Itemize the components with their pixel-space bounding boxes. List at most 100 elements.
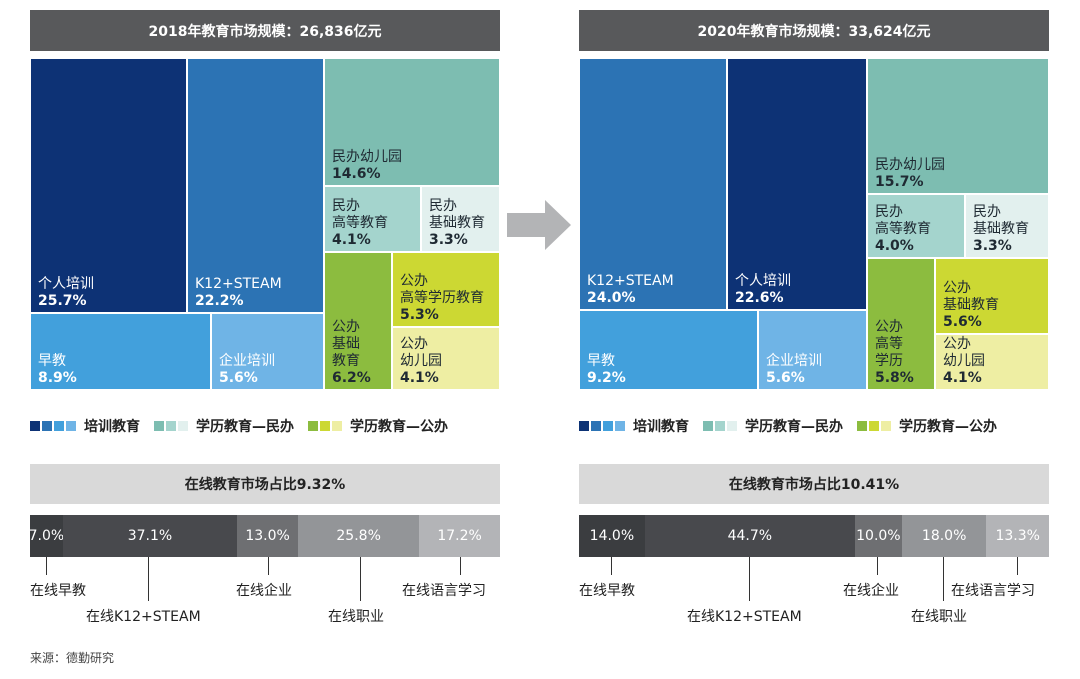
legend-swatch [66, 421, 76, 431]
callout-line [749, 557, 750, 601]
treemap-cell-public-kindergarten: 公办 幼儿园 4.1% [392, 327, 500, 390]
cell-label: 公办 幼儿园 [943, 336, 985, 369]
cell-value: 4.1% [943, 370, 982, 386]
online-segment-language: 17.2% [419, 515, 500, 557]
legend: 培训教育 学历教育—民办 学历教育—公办 [579, 416, 1049, 436]
online-segment-corporate: 10.0% [854, 515, 902, 557]
online-stacked-bar: 7.0% 37.1% 13.0% 25.8% 17.2% [30, 515, 500, 557]
callout-line [268, 557, 269, 575]
legend-swatch [178, 421, 188, 431]
treemap-cell-early-education: 早教 9.2% [579, 310, 758, 390]
callout-early-education: 在线早教 [579, 583, 635, 599]
cell-value: 5.6% [943, 314, 982, 330]
legend-swatch [857, 421, 867, 431]
cell-value: 24.0% [587, 290, 636, 306]
legend-swatch [615, 421, 625, 431]
online-segment-early-education: 7.0% [30, 515, 63, 557]
cell-value: 22.2% [195, 293, 244, 309]
treemap-cell-personal-training: 个人培训 25.7% [30, 58, 187, 313]
legend-swatch [332, 421, 342, 431]
treemap-cell-private-kindergarten: 民办幼儿园 14.6% [324, 58, 500, 186]
treemap-cell-public-higher-education: 公办 高等学历教育 5.3% [392, 252, 500, 327]
treemap-cell-public-higher-education: 公办 高等 学历 5.8% [867, 258, 935, 390]
cell-value: 4.1% [400, 370, 439, 386]
online-stacked-bar: 14.0% 44.7% 10.0% 18.0% 13.3% [579, 515, 1049, 557]
cell-value: 22.6% [735, 290, 784, 306]
online-segment-k12-steam: 37.1% [62, 515, 238, 557]
cell-label: 公办 高等学历教育 [400, 273, 484, 306]
cell-value: 5.3% [400, 307, 439, 323]
treemap-cell-corporate-training: 企业培训 5.6% [758, 310, 867, 390]
legend-item-public: 学历教育—公办 [308, 416, 448, 436]
treemap-cell-corporate-training: 企业培训 5.6% [211, 313, 324, 390]
cell-label: 民办 高等教育 [332, 198, 388, 231]
legend-swatch [54, 421, 64, 431]
cell-label: 民办 高等教育 [875, 204, 931, 237]
callout-vocational: 在线职业 [328, 609, 384, 625]
callout-k12-steam: 在线K12+STEAM [86, 609, 201, 625]
legend-swatch [30, 421, 40, 431]
online-segment-corporate: 13.0% [237, 515, 299, 557]
callout-line [46, 557, 47, 575]
legend-label: 学历教育—民办 [196, 419, 294, 435]
cell-label: 企业培训 [219, 353, 275, 369]
treemap-cell-k12-steam: K12+STEAM 24.0% [579, 58, 727, 310]
legend-label: 培训教育 [84, 419, 140, 435]
panel-2020: 2020年教育市场规模：33,624亿元 K12+STEAM 24.0% 个人培训… [579, 0, 1049, 640]
cell-value: 5.8% [875, 370, 914, 386]
callout-line [1017, 557, 1018, 575]
legend-swatch [166, 421, 176, 431]
treemap-cell-private-higher-education: 民办 高等教育 4.0% [867, 194, 965, 258]
legend: 培训教育 学历教育—民办 学历教育—公办 [30, 416, 500, 436]
legend-item-private: 学历教育—民办 [703, 416, 843, 436]
legend-swatch [591, 421, 601, 431]
cell-value: 14.6% [332, 166, 381, 182]
legend-item-training: 培训教育 [30, 416, 140, 436]
callout-line [148, 557, 149, 601]
callout-early-education: 在线早教 [30, 583, 86, 599]
cell-value: 6.2% [332, 370, 371, 386]
cell-label: 个人培训 [735, 273, 791, 289]
arrow-right-icon [507, 200, 571, 250]
cell-label: 民办幼儿园 [875, 157, 945, 173]
callout-language: 在线语言学习 [402, 583, 486, 599]
cell-label: 公办 基础 教育 [332, 319, 360, 369]
cell-value: 5.6% [766, 370, 805, 386]
cell-value: 9.2% [587, 370, 626, 386]
legend-swatch [603, 421, 613, 431]
cell-label: 早教 [38, 353, 66, 369]
online-segment-k12-steam: 44.7% [644, 515, 855, 557]
treemap-cell-public-kindergarten: 公办 幼儿园 4.1% [935, 334, 1049, 390]
treemap-cell-private-kindergarten: 民办幼儿园 15.7% [867, 58, 1049, 194]
legend-swatch [308, 421, 318, 431]
treemap-cell-private-basic-education: 民办 基础教育 3.3% [421, 186, 500, 252]
legend-label: 学历教育—民办 [745, 419, 843, 435]
legend-label: 学历教育—公办 [899, 419, 997, 435]
cell-label: 企业培训 [766, 353, 822, 369]
cell-value: 5.6% [219, 370, 258, 386]
legend-swatch [320, 421, 330, 431]
legend-item-private: 学历教育—民办 [154, 416, 294, 436]
callout-corporate: 在线企业 [843, 583, 899, 599]
cell-value: 4.1% [332, 232, 371, 248]
callout-corporate: 在线企业 [236, 583, 292, 599]
treemap-cell-private-basic-education: 民办 基础教育 3.3% [965, 194, 1049, 258]
panel-title: 2020年教育市场规模：33,624亿元 [579, 10, 1049, 51]
legend-item-training: 培训教育 [579, 416, 689, 436]
legend-swatch [42, 421, 52, 431]
cell-label: 民办 基础教育 [973, 204, 1029, 237]
legend-label: 学历教育—公办 [350, 419, 448, 435]
treemap-cell-k12-steam: K12+STEAM 22.2% [187, 58, 324, 313]
legend-label: 培训教育 [633, 419, 689, 435]
legend-swatch [869, 421, 879, 431]
callout-k12-steam: 在线K12+STEAM [687, 609, 802, 625]
cell-label: 公办 基础教育 [943, 280, 999, 313]
callout-vocational: 在线职业 [911, 609, 967, 625]
cell-label: 个人培训 [38, 276, 94, 292]
cell-value: 15.7% [875, 174, 924, 190]
callout-line [943, 557, 944, 601]
source-note: 来源：德勤研究 [30, 651, 115, 665]
legend-swatch [154, 421, 164, 431]
treemap-cell-personal-training: 个人培训 22.6% [727, 58, 867, 310]
treemap-2018: 个人培训 25.7% K12+STEAM 22.2% 早教 8.9% 企业培训 5.6%… [30, 58, 500, 390]
